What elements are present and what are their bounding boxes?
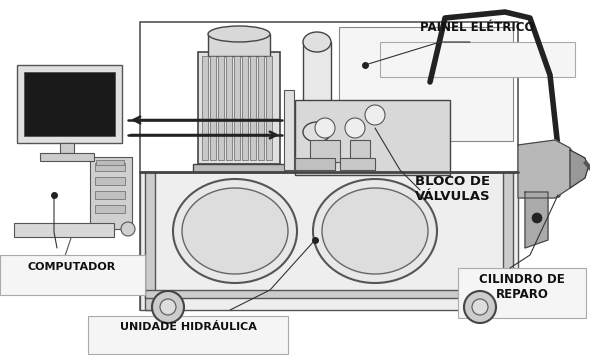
- Bar: [40, 153, 94, 161]
- Ellipse shape: [182, 188, 288, 274]
- Bar: [202, 56, 208, 160]
- Bar: [295, 158, 335, 170]
- Ellipse shape: [303, 32, 331, 52]
- Bar: [380, 42, 575, 77]
- Bar: [14, 223, 114, 237]
- Text: COMPUTADOR: COMPUTADOR: [28, 262, 116, 272]
- Circle shape: [464, 291, 496, 323]
- Bar: [140, 172, 518, 310]
- Bar: [295, 100, 450, 175]
- Bar: [90, 157, 132, 229]
- Bar: [339, 27, 513, 141]
- Circle shape: [472, 299, 488, 315]
- Bar: [503, 172, 513, 310]
- Bar: [458, 268, 586, 318]
- Bar: [310, 140, 340, 162]
- Circle shape: [315, 118, 335, 138]
- Bar: [208, 34, 270, 56]
- Ellipse shape: [313, 179, 437, 283]
- Ellipse shape: [322, 188, 428, 274]
- Circle shape: [152, 291, 184, 323]
- Bar: [266, 56, 272, 160]
- Bar: [303, 42, 331, 132]
- Bar: [350, 140, 370, 158]
- Bar: [258, 56, 264, 160]
- Bar: [140, 22, 518, 310]
- Bar: [218, 56, 224, 160]
- Polygon shape: [518, 140, 578, 198]
- Bar: [17, 65, 122, 143]
- Bar: [226, 56, 232, 160]
- Bar: [145, 290, 503, 298]
- Circle shape: [365, 105, 385, 125]
- Circle shape: [160, 299, 176, 315]
- Bar: [95, 163, 125, 171]
- Bar: [250, 56, 256, 160]
- Bar: [242, 56, 248, 160]
- Bar: [95, 191, 125, 199]
- Circle shape: [532, 213, 542, 223]
- Polygon shape: [570, 150, 588, 188]
- Text: UNIDADE HIDRÁULICA: UNIDADE HIDRÁULICA: [120, 322, 257, 332]
- Bar: [95, 177, 125, 185]
- Bar: [0, 255, 145, 295]
- Bar: [60, 143, 74, 153]
- Text: BLOCO DE
VÁLVULAS: BLOCO DE VÁLVULAS: [415, 175, 491, 203]
- Bar: [193, 164, 285, 172]
- Bar: [96, 160, 124, 165]
- Circle shape: [121, 222, 135, 236]
- Bar: [284, 90, 294, 170]
- Text: PAINEL ELÉTRICO: PAINEL ELÉTRICO: [419, 21, 535, 34]
- Bar: [88, 316, 288, 354]
- Ellipse shape: [173, 179, 297, 283]
- Circle shape: [345, 118, 365, 138]
- Ellipse shape: [303, 122, 331, 142]
- Text: CILINDRO DE
REPARO: CILINDRO DE REPARO: [479, 273, 565, 301]
- Bar: [210, 56, 216, 160]
- Bar: [340, 158, 375, 170]
- Bar: [95, 205, 125, 213]
- Bar: [145, 172, 155, 310]
- Polygon shape: [525, 192, 548, 248]
- Bar: [198, 52, 280, 164]
- Bar: [24, 72, 115, 136]
- Bar: [234, 56, 240, 160]
- Ellipse shape: [208, 26, 270, 42]
